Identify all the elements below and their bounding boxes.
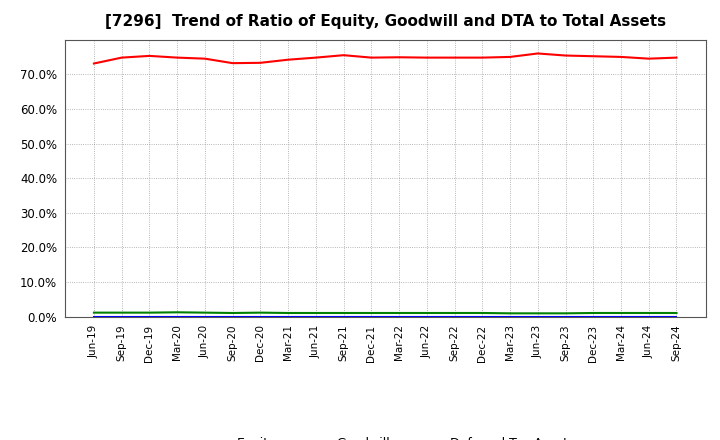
Goodwill <box>339 314 348 319</box>
Goodwill <box>89 314 98 319</box>
Deferred Tax Assets <box>228 310 237 315</box>
Goodwill <box>228 314 237 319</box>
Deferred Tax Assets <box>450 310 459 315</box>
Goodwill <box>117 314 126 319</box>
Equity <box>589 54 598 59</box>
Goodwill <box>534 314 542 319</box>
Deferred Tax Assets <box>589 310 598 315</box>
Deferred Tax Assets <box>312 310 320 315</box>
Equity <box>450 55 459 60</box>
Deferred Tax Assets <box>423 310 431 315</box>
Goodwill <box>256 314 265 319</box>
Deferred Tax Assets <box>284 310 292 315</box>
Deferred Tax Assets <box>395 310 403 315</box>
Goodwill <box>423 314 431 319</box>
Equity <box>644 56 653 61</box>
Deferred Tax Assets <box>644 310 653 315</box>
Deferred Tax Assets <box>173 310 181 315</box>
Equity <box>145 53 154 59</box>
Goodwill <box>644 314 653 319</box>
Deferred Tax Assets <box>89 310 98 315</box>
Goodwill <box>367 314 376 319</box>
Deferred Tax Assets <box>505 311 514 316</box>
Equity <box>201 56 210 61</box>
Deferred Tax Assets <box>367 310 376 315</box>
Equity <box>561 53 570 58</box>
Equity <box>616 54 625 59</box>
Title: [7296]  Trend of Ratio of Equity, Goodwill and DTA to Total Assets: [7296] Trend of Ratio of Equity, Goodwil… <box>104 14 666 29</box>
Goodwill <box>284 314 292 319</box>
Goodwill <box>173 314 181 319</box>
Equity <box>312 55 320 60</box>
Equity <box>89 61 98 66</box>
Goodwill <box>395 314 403 319</box>
Deferred Tax Assets <box>145 310 154 315</box>
Equity <box>367 55 376 60</box>
Deferred Tax Assets <box>117 310 126 315</box>
Goodwill <box>505 314 514 319</box>
Goodwill <box>201 314 210 319</box>
Goodwill <box>145 314 154 319</box>
Deferred Tax Assets <box>672 310 681 315</box>
Equity <box>478 55 487 60</box>
Goodwill <box>478 314 487 319</box>
Line: Deferred Tax Assets: Deferred Tax Assets <box>94 312 677 313</box>
Deferred Tax Assets <box>561 311 570 316</box>
Equity <box>534 51 542 56</box>
Deferred Tax Assets <box>339 310 348 315</box>
Deferred Tax Assets <box>534 311 542 316</box>
Line: Equity: Equity <box>94 53 677 63</box>
Equity <box>256 60 265 66</box>
Equity <box>672 55 681 60</box>
Equity <box>423 55 431 60</box>
Deferred Tax Assets <box>616 310 625 315</box>
Goodwill <box>589 314 598 319</box>
Goodwill <box>616 314 625 319</box>
Equity <box>395 55 403 60</box>
Equity <box>505 54 514 59</box>
Deferred Tax Assets <box>256 310 265 315</box>
Equity <box>117 55 126 60</box>
Goodwill <box>672 314 681 319</box>
Deferred Tax Assets <box>201 310 210 315</box>
Goodwill <box>561 314 570 319</box>
Equity <box>173 55 181 60</box>
Goodwill <box>450 314 459 319</box>
Legend: Equity, Goodwill, Deferred Tax Assets: Equity, Goodwill, Deferred Tax Assets <box>191 432 580 440</box>
Equity <box>228 61 237 66</box>
Deferred Tax Assets <box>478 310 487 315</box>
Equity <box>284 57 292 62</box>
Goodwill <box>312 314 320 319</box>
Equity <box>339 52 348 58</box>
